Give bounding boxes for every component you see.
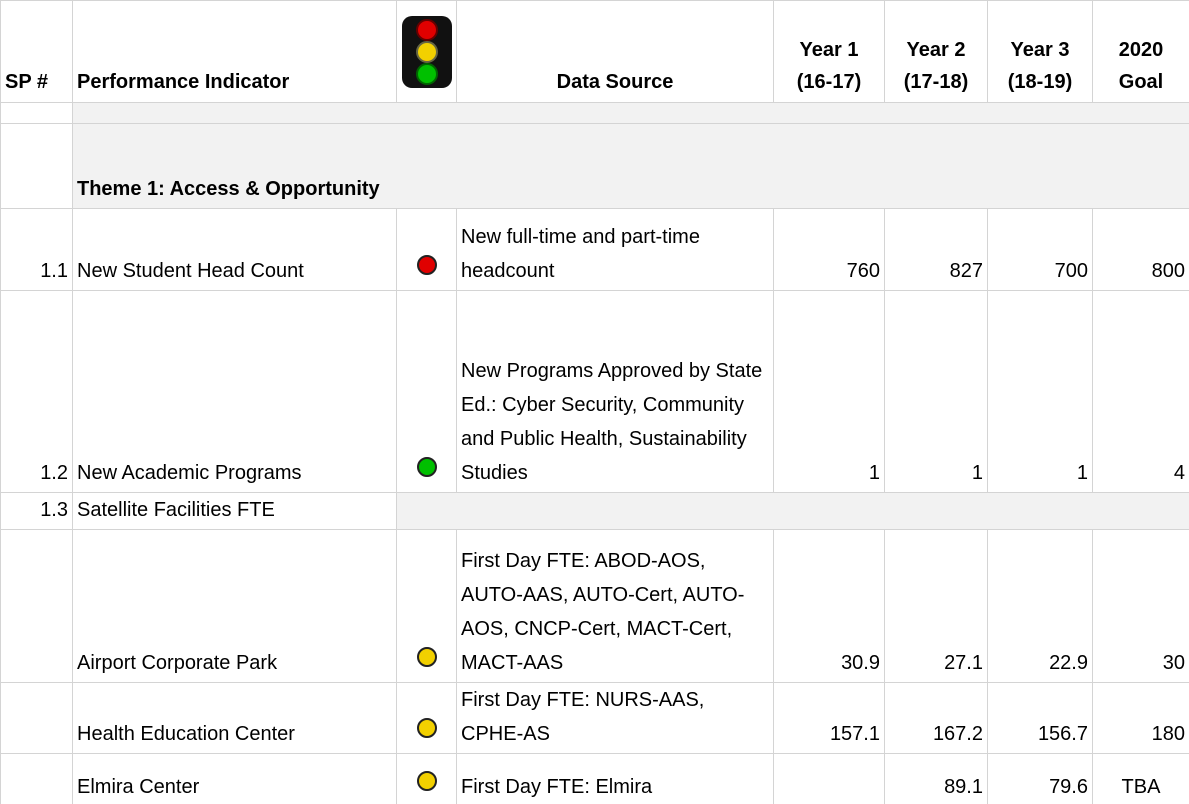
value-cell: 156.7 [987,682,1093,754]
header-cell: Data Source [456,0,774,103]
header-cell: Year 1 (16-17) [773,0,885,103]
value-cell: 1 [884,290,988,493]
indicator: Health Education Center [72,682,397,754]
header-label: Performance Indicator [77,71,290,93]
header-label: Goal [1118,71,1164,93]
indicator: Elmira Center [72,753,397,804]
sp-number: 1.3 [0,492,73,530]
indicator: New Academic Programs [72,290,397,493]
data-row: 1.2 New Academic Programs New Programs App… [0,290,1189,493]
sp-number: 1.2 [0,290,73,493]
header-cell [396,0,457,103]
sp-number: 1.1 [0,208,73,291]
header-cell: SP # [0,0,73,103]
cell [396,492,1189,530]
value-cell: 30.9 [773,529,885,683]
value-cell: 167.2 [884,682,988,754]
indicator: Airport Corporate Park [72,529,397,683]
value-cell [773,753,885,804]
value-cell: 760 [773,208,885,291]
value-cell: 1 [773,290,885,493]
status-light [416,647,437,667]
value-cell: 4 [1092,290,1189,493]
header-label: SP # [5,71,48,93]
status-light [416,718,437,738]
spacer-row [0,102,1189,124]
header-label: Year 2 [906,39,966,61]
header-label: Year 1 [799,39,859,61]
header-cell: Year 2 (17-18) [884,0,988,103]
light-cell [396,753,457,804]
value-cell: 27.1 [884,529,988,683]
header-row: SP # Performance Indicator Data Source Year… [0,0,1189,103]
theme-row: Theme 1: Access & Opportunity [0,123,1189,209]
data-source: First Day FTE: Elmira [456,753,774,804]
data-row: 1.3 Satellite Facilities FTE [0,492,1189,530]
status-light [416,457,437,477]
value-cell: 700 [987,208,1093,291]
sp-number [0,753,73,804]
data-row: Airport Corporate Park First Day FTE: ABO… [0,529,1189,683]
header-label: Data Source [556,71,674,93]
data-row: Elmira Center First Day FTE: Elmira 89.1 79… [0,753,1189,804]
traffic-light-icon [401,15,452,88]
data-source: First Day FTE: NURS-AAS, CPHE-AS [456,682,774,754]
sp-number [0,682,73,754]
data-source: First Day FTE: ABOD-AOS, AUTO-AAS, AUTO-… [456,529,774,683]
indicator: Satellite Facilities FTE [72,492,397,530]
cell [396,123,1189,209]
header-label: (16-17) [796,71,862,93]
value-cell: TBA [1092,753,1189,804]
value-cell: 22.9 [987,529,1093,683]
value-cell: 1 [987,290,1093,493]
header-label: (18-19) [1007,71,1073,93]
header-cell: 2020 Goal [1092,0,1189,103]
data-source: New Programs Approved by State Ed.: Cybe… [456,290,774,493]
value-cell: 827 [884,208,988,291]
data-source: New full-time and part-time headcount [456,208,774,291]
light-cell [396,529,457,683]
data-row: 1.1 New Student Head Count New full-time a… [0,208,1189,291]
cell [0,123,73,209]
indicator: New Student Head Count [72,208,397,291]
theme-label: Theme 1: Access & Opportunity [72,123,397,209]
sp-number [0,529,73,683]
status-light [416,771,437,791]
header-label: 2020 [1118,39,1164,61]
status-light [416,255,437,275]
header-label: (17-18) [903,71,969,93]
light-cell [396,290,457,493]
data-row: Health Education Center First Day FTE: NU… [0,682,1189,754]
value-cell: 30 [1092,529,1189,683]
cell [72,102,1189,124]
value-cell: 157.1 [773,682,885,754]
header-label: Year 3 [1010,39,1070,61]
header-cell: Year 3 (18-19) [987,0,1093,103]
value-cell: 180 [1092,682,1189,754]
light-cell [396,682,457,754]
light-cell [396,208,457,291]
header-cell: Performance Indicator [72,0,397,103]
value-cell: 79.6 [987,753,1093,804]
value-cell: 89.1 [884,753,988,804]
cell [0,102,73,124]
value-cell: 800 [1092,208,1189,291]
